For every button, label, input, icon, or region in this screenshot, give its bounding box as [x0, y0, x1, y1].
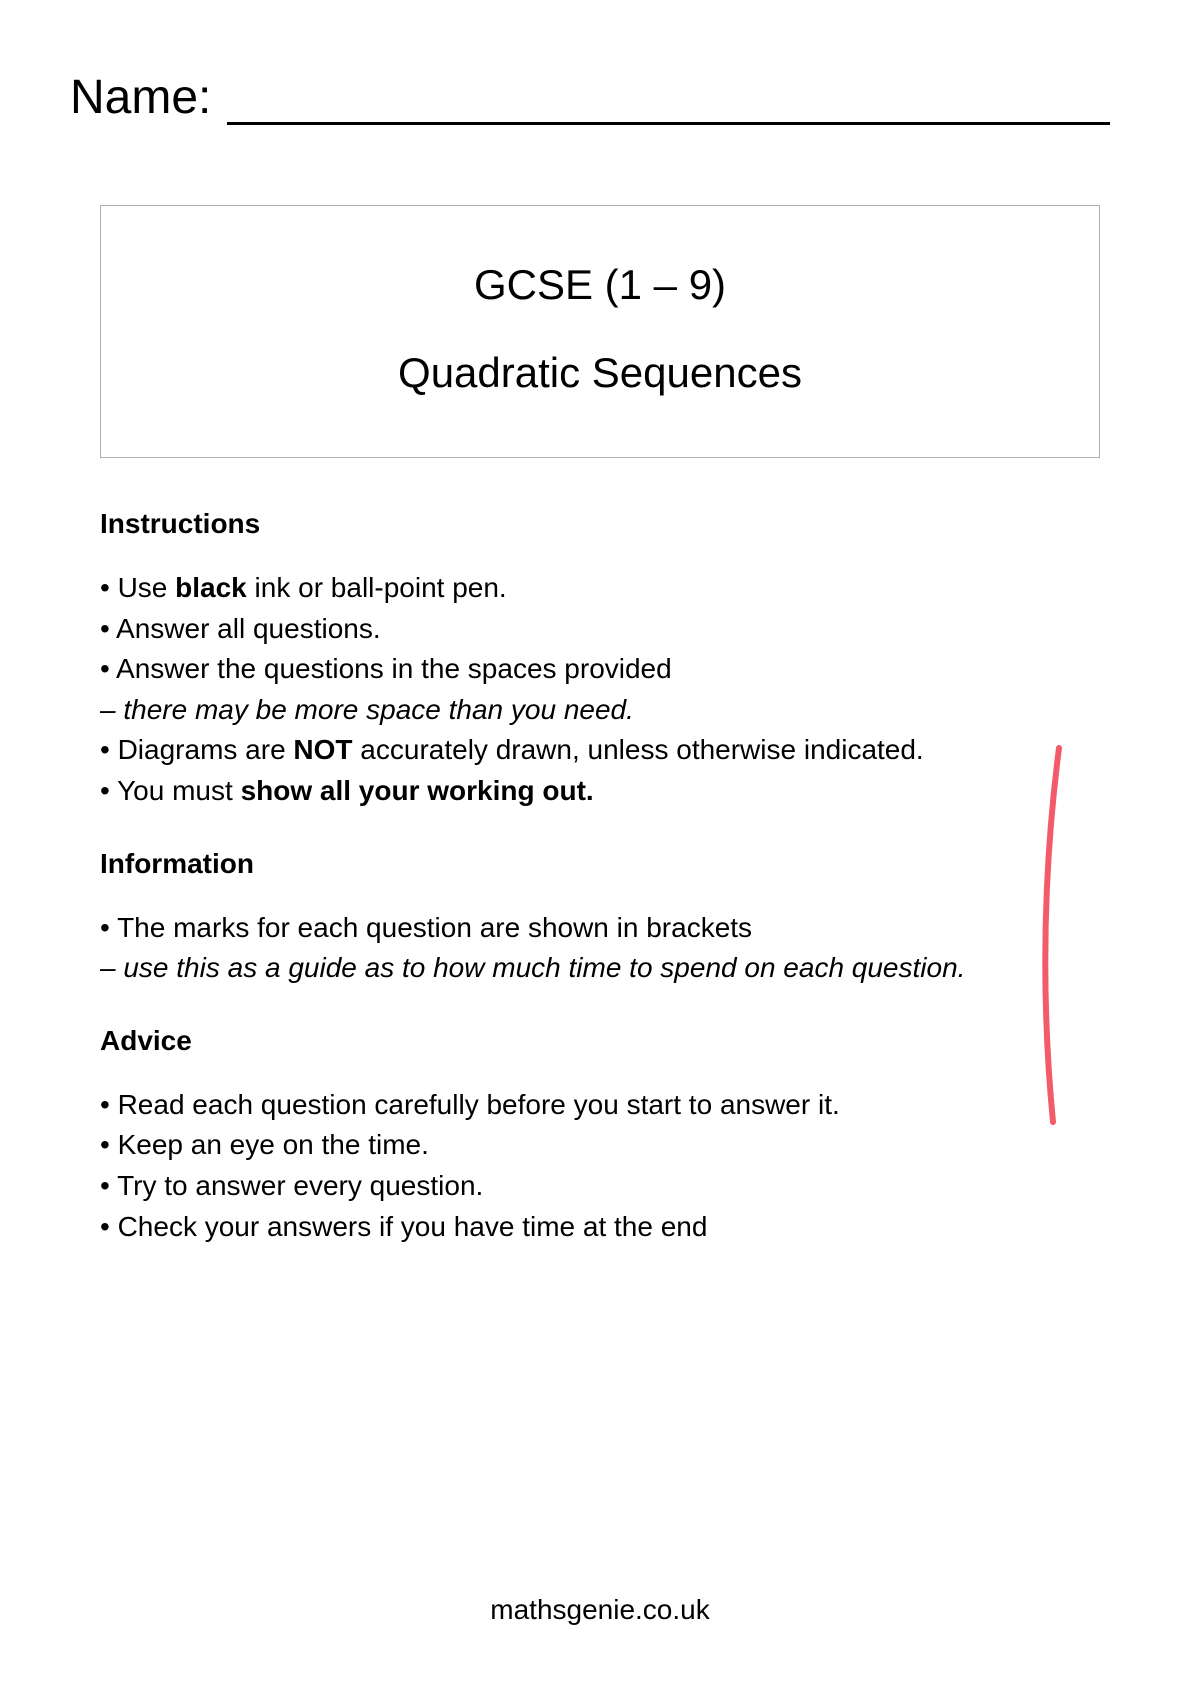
title-gcse: GCSE (1 – 9) — [141, 261, 1059, 309]
information-section: Information • The marks for each questio… — [100, 848, 1100, 989]
instruction-item: • You must show all your working out. — [100, 771, 1100, 812]
information-item-italic: – use this as a guide as to how much tim… — [100, 948, 1100, 989]
text: • Diagrams are — [100, 734, 293, 765]
advice-heading: Advice — [100, 1025, 1100, 1057]
name-input-line[interactable] — [227, 77, 1110, 125]
advice-item: • Check your answers if you have time at… — [100, 1207, 1100, 1248]
instructions-section: Instructions • Use black ink or ball-poi… — [100, 508, 1100, 812]
information-heading: Information — [100, 848, 1100, 880]
instruction-item-italic: – there may be more space than you need. — [100, 690, 1100, 731]
title-box: GCSE (1 – 9) Quadratic Sequences — [100, 205, 1100, 458]
text: accurately drawn, unless otherwise indic… — [353, 734, 924, 765]
name-field-row: Name: — [60, 70, 1140, 125]
title-topic: Quadratic Sequences — [141, 349, 1059, 397]
instructions-heading: Instructions — [100, 508, 1100, 540]
advice-section: Advice • Read each question carefully be… — [100, 1025, 1100, 1247]
advice-item: • Try to answer every question. — [100, 1166, 1100, 1207]
footer-url: mathsgenie.co.uk — [0, 1594, 1200, 1626]
instruction-item: • Diagrams are NOT accurately drawn, unl… — [100, 730, 1100, 771]
text: ink or ball-point pen. — [247, 572, 507, 603]
advice-item: • Read each question carefully before yo… — [100, 1085, 1100, 1126]
instruction-item: • Answer all questions. — [100, 609, 1100, 650]
content-area: Instructions • Use black ink or ball-poi… — [100, 508, 1100, 1247]
text: • Use — [100, 572, 175, 603]
text-bold: NOT — [293, 734, 352, 765]
advice-item: • Keep an eye on the time. — [100, 1125, 1100, 1166]
information-item: • The marks for each question are shown … — [100, 908, 1100, 949]
instruction-item: • Answer the questions in the spaces pro… — [100, 649, 1100, 690]
name-label: Name: — [70, 70, 211, 125]
text-bold: show all your working out. — [241, 775, 594, 806]
text: • You must — [100, 775, 241, 806]
instruction-item: • Use black ink or ball-point pen. — [100, 568, 1100, 609]
text-bold: black — [175, 572, 247, 603]
